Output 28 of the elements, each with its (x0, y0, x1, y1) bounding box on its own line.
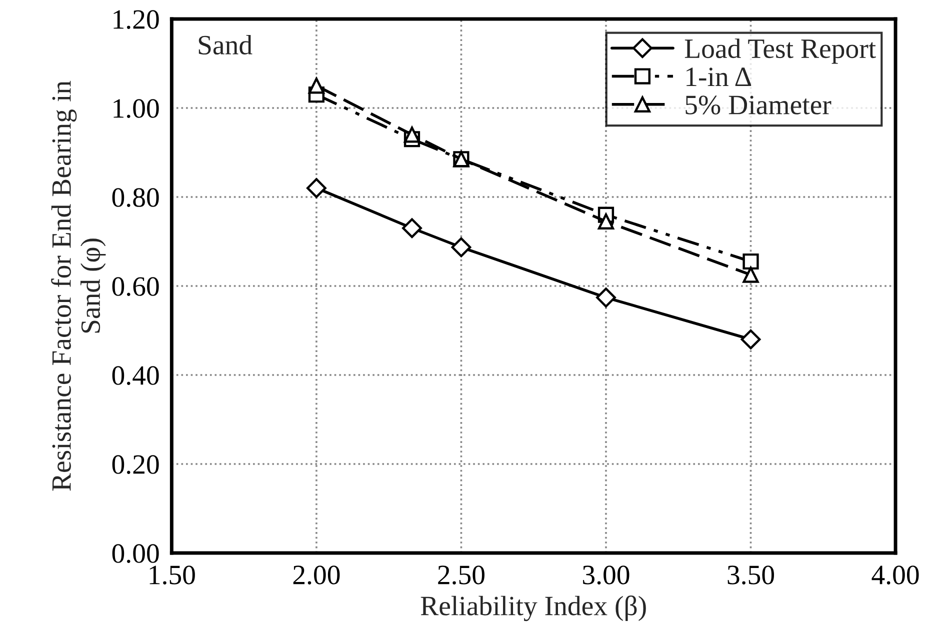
x-axis-title: Reliability Index (β) (420, 596, 646, 622)
y-tick-label: 0.00 (112, 544, 159, 564)
point (402, 218, 422, 238)
x-tick-label: 3.50 (728, 566, 774, 584)
y-tick-label: 0.20 (112, 455, 159, 474)
y-tick-label: 0.40 (112, 366, 159, 386)
point (742, 266, 759, 283)
y-tick-label: 1.00 (114, 99, 159, 118)
legend-label: 5% Diameter (686, 96, 832, 114)
point (740, 329, 761, 350)
x-tick-label: 1.50 (150, 566, 195, 584)
point (598, 213, 614, 230)
x-tick-label: 2.50 (438, 566, 484, 584)
point (596, 288, 616, 308)
point (742, 253, 759, 270)
x-tick-label: 3.00 (583, 566, 630, 584)
x-tick-label: 4.00 (872, 566, 919, 584)
y-tick-label: 1.20 (114, 10, 159, 29)
x-tick-label: 2.00 (293, 566, 340, 584)
y-axis-title: Resistance Factor for End Bearing in Sand (φ) (51, 80, 106, 491)
point (308, 78, 325, 94)
y-tick-label: 0.80 (112, 188, 159, 208)
legend-label: 1-in Δ (686, 68, 752, 86)
annotation: Sand (198, 34, 252, 55)
legend-label: Load Test Report (684, 38, 876, 64)
y-tick-label: 0.60 (112, 277, 159, 296)
point (306, 178, 326, 198)
point (451, 237, 472, 258)
